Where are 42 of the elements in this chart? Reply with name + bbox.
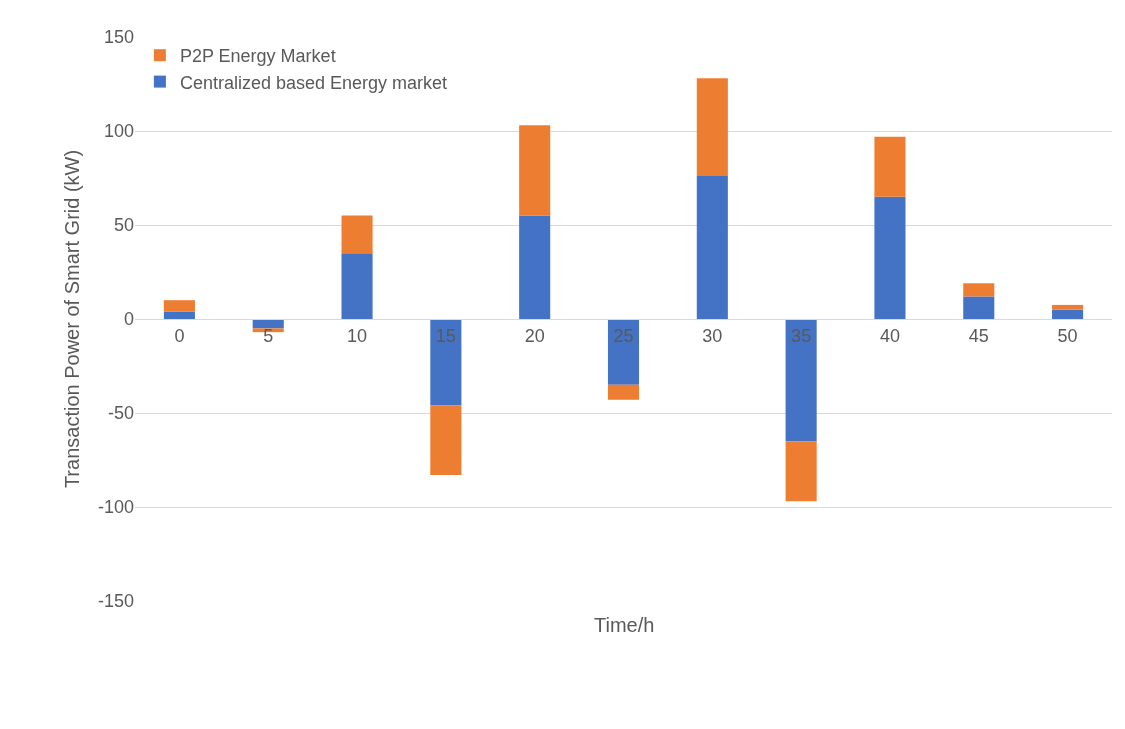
y-tick-label: 150 (103, 27, 134, 48)
x-axis-title: Time/h (594, 614, 655, 636)
bar (519, 215, 551, 319)
bar (785, 441, 817, 502)
y-tick-label: -100 (97, 497, 134, 518)
x-tick-label: 20 (524, 325, 545, 346)
bar (519, 125, 551, 216)
x-tick-label: 35 (791, 325, 812, 346)
x-tick-label: 10 (347, 325, 368, 346)
y-tick-label: -50 (107, 403, 134, 424)
bar (963, 283, 995, 297)
x-tick-label: 40 (879, 325, 900, 346)
bar (874, 196, 906, 319)
y-tick-label: 100 (103, 121, 134, 142)
bar (696, 78, 728, 177)
bar (607, 384, 640, 400)
bar (785, 319, 817, 442)
legend-label: P2P Energy Market (179, 46, 336, 67)
x-tick-label: 15 (435, 325, 456, 346)
x-tick-label: 5 (263, 325, 274, 346)
bar (163, 311, 195, 319)
bar (874, 136, 906, 197)
y-tick-label: 0 (123, 309, 134, 330)
bar (607, 319, 640, 385)
x-tick-label: 45 (968, 325, 989, 346)
bar (430, 405, 462, 476)
bar (963, 296, 995, 319)
y-tick-label: 50 (113, 215, 134, 236)
bar (696, 176, 728, 319)
x-tick-label: 0 (174, 325, 185, 346)
bar (1052, 309, 1084, 319)
x-tick-label: 50 (1057, 325, 1078, 346)
x-tick-label: 30 (702, 325, 723, 346)
x-tick-label: 25 (613, 325, 634, 346)
bar (430, 319, 462, 406)
bar (163, 300, 195, 312)
y-tick-label: -150 (97, 591, 134, 612)
bar (341, 253, 373, 319)
bar (341, 215, 373, 254)
legend-label: Centralized based Energy market (179, 72, 448, 93)
bar (1052, 304, 1084, 310)
y-axis-title: Transaction Power of Smart Grid (kW) (61, 149, 84, 489)
